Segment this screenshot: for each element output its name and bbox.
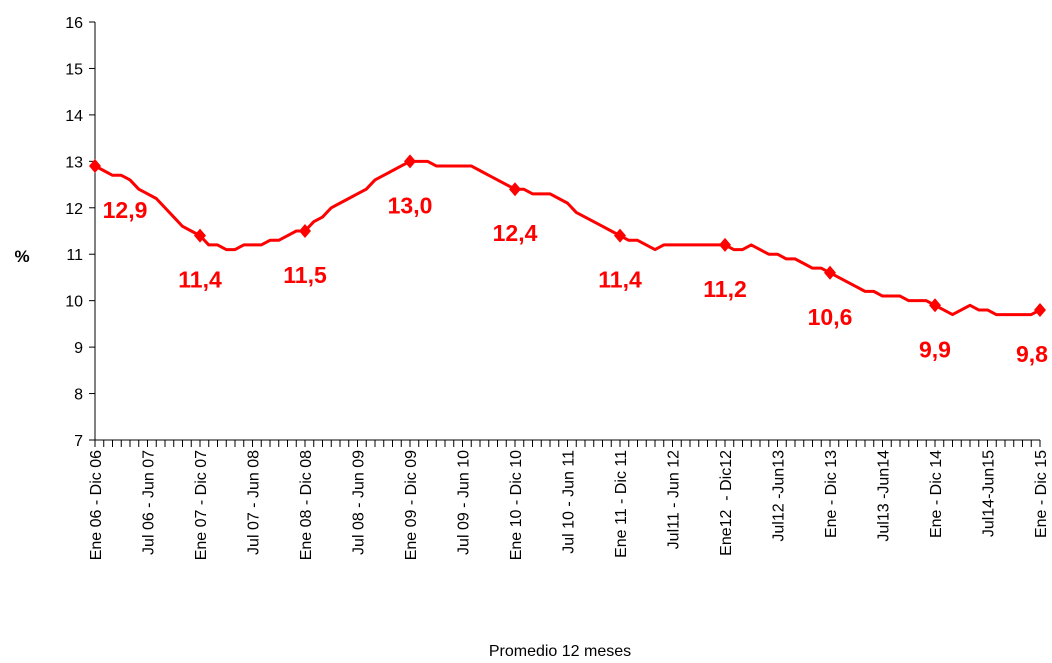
value-label: 11,2 xyxy=(703,276,747,302)
x-tick-label: Ene 09 - Dic 09 xyxy=(403,450,420,560)
marker xyxy=(719,237,731,252)
value-label: 9,9 xyxy=(919,336,951,362)
y-tick-label: 13 xyxy=(65,154,83,171)
value-label: 12,4 xyxy=(493,220,538,246)
value-label: 10,6 xyxy=(808,304,853,330)
x-tick-label: Ene 10 - Dic 10 xyxy=(508,450,525,560)
line xyxy=(94,159,1041,317)
y-tick-label: 7 xyxy=(74,433,83,450)
y-tick-label: 14 xyxy=(65,108,83,125)
y-tick-label: 9 xyxy=(74,340,83,357)
y-tick-label: 11 xyxy=(66,247,83,264)
marker xyxy=(509,182,521,197)
x-tick-label: Ene - Dic 13 xyxy=(823,450,840,538)
x-tick-label: Ene - Dic 14 xyxy=(928,450,945,538)
x-tick-label: Jul13 -Jun14 xyxy=(876,450,893,542)
marker xyxy=(89,158,101,173)
value-label: 12,9 xyxy=(103,197,148,223)
marker xyxy=(299,224,311,238)
marker xyxy=(194,228,206,243)
x-tick-label: Jul 08 - Jun 09 xyxy=(351,450,368,555)
y-tick-label: 16 xyxy=(65,15,83,32)
value-label: 11,4 xyxy=(178,267,222,293)
x-tick-label: Ene12 - Dic12 xyxy=(718,450,735,556)
x-tick-label: Jul 07 - Jun 08 xyxy=(246,450,263,555)
marker xyxy=(614,228,626,243)
y-tick-label: 8 xyxy=(74,387,83,404)
x-tick-label: Jul11 - Jun 12 xyxy=(666,450,683,549)
marker xyxy=(1034,302,1046,317)
x-tick-label: Ene - Dic 15 xyxy=(1033,450,1050,538)
value-label: 11,5 xyxy=(283,262,327,288)
x-tick-label: Ene 07 - Dic 07 xyxy=(193,450,210,560)
x-tick-label: Ene 06 - Dic 06 xyxy=(88,450,105,560)
x-tick-label: Jul 09 - Jun 10 xyxy=(456,450,473,555)
x-axis-label: Promedio 12 meses xyxy=(489,643,631,660)
value-label: 11,4 xyxy=(598,267,642,293)
y-tick-label: 15 xyxy=(65,61,83,78)
y-tick-label: 12 xyxy=(65,201,83,218)
x-tick-label: Jul 10 - Jun 11 xyxy=(561,450,578,554)
x-tick-label: Ene 08 - Dic 08 xyxy=(298,450,315,560)
y-tick-label: 10 xyxy=(65,294,83,311)
x-tick-label: Ene 11 - Dic 11 xyxy=(613,450,630,558)
x-tick-label: Jul14-Jun15 xyxy=(981,450,998,537)
marker xyxy=(824,265,836,280)
value-label: 13,0 xyxy=(388,192,433,218)
marker xyxy=(929,298,941,313)
x-tick-label: Jul12 -Jun13 xyxy=(771,450,788,542)
marker xyxy=(404,154,416,169)
y-axis-label: % xyxy=(14,247,29,266)
x-tick-label: Jul 06 - Jun 07 xyxy=(141,450,158,555)
value-label: 9,8 xyxy=(1016,341,1048,367)
